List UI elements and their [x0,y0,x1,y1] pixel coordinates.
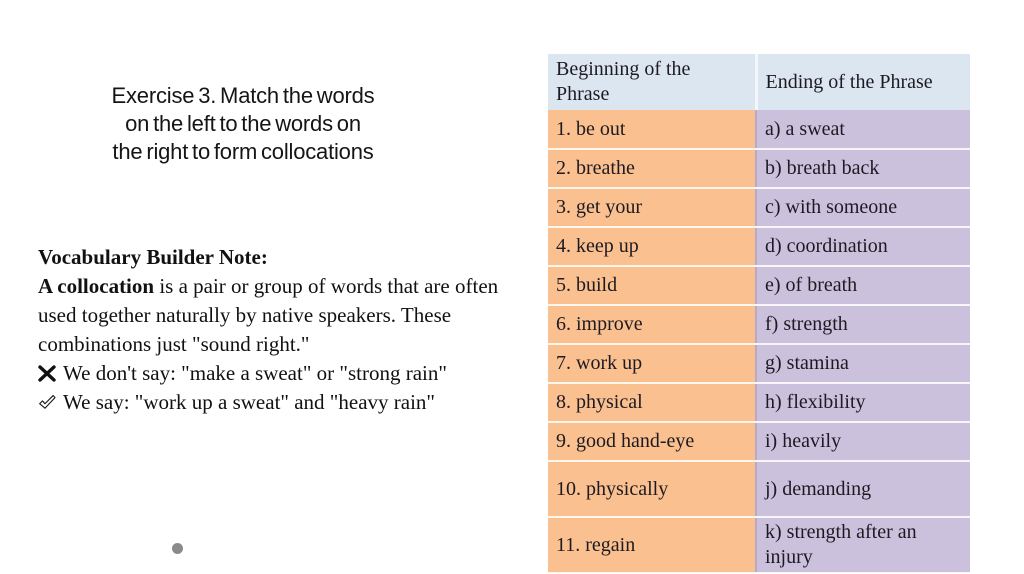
vocabulary-note: Vocabulary Builder Note: A collocation i… [38,243,520,417]
ending-cell: i) heavily [755,422,970,462]
exercise-title: Exercise 3. Match the words on the left … [111,83,375,164]
table-row: 11. regain k) strength after an injury [548,517,970,574]
ending-cell: g) stamina [755,344,970,384]
table-header: Beginning of the Phrase Ending of the Ph… [548,54,970,110]
table-row: 5. build e) of breath [548,266,970,306]
ending-cell: b) breath back [755,149,970,189]
note-heading: Vocabulary Builder Note: [38,245,268,269]
bullet-dot-icon [172,543,183,554]
note-dont-say-line: We don't say: "make a sweat" or "strong … [38,359,520,388]
ending-cell: k) strength after an injury [755,517,970,574]
beginning-cell: 7. work up [548,344,756,384]
table-row: 1. be out a) a sweat [548,110,970,150]
table-row: 8. physical h) flexibility [548,383,970,423]
ending-cell: f) strength [755,305,970,345]
beginning-cell: 4. keep up [548,227,756,267]
ending-cell: c) with someone [755,188,970,228]
collocations-table: Beginning of the Phrase Ending of the Ph… [548,54,970,574]
table-row: 3. get your c) with someone [548,188,970,228]
ending-cell: d) coordination [755,227,970,267]
cross-icon [38,361,56,382]
beginning-cell: 8. physical [548,383,756,423]
beginning-cell: 5. build [548,266,756,306]
beginning-cell: 1. be out [548,110,756,150]
ending-cell: j) demanding [755,461,970,518]
table-row: 6. improve f) strength [548,305,970,345]
table-row: 2. breathe b) breath back [548,149,970,189]
note-definition: A collocation is a pair or group of word… [38,272,520,359]
note-body: is a pair or group of words that are oft… [38,274,499,356]
table-row: 9. good hand-eye i) heavily [548,422,970,462]
note-do-say-line: We say: "work up a sweat" and "heavy rai… [38,388,520,417]
note-do-say: We say: "work up a sweat" and "heavy rai… [63,390,435,414]
note-term: A collocation [38,274,155,298]
beginning-cell: 6. improve [548,305,756,345]
note-dont-say: We don't say: "make a sweat" or "strong … [63,361,447,385]
ending-cell: a) a sweat [755,110,970,150]
beginning-cell: 9. good hand-eye [548,422,756,462]
check-icon [38,390,56,409]
header-ending: Ending of the Phrase [754,54,970,110]
ending-cell: h) flexibility [755,383,970,423]
table-body: 1. be out a) a sweat 2. breathe b) breat… [548,110,970,574]
table-row: 10. physically j) demanding [548,461,970,518]
ending-cell: e) of breath [755,266,970,306]
beginning-cell: 3. get your [548,188,756,228]
table-row: 7. work up g) stamina [548,344,970,384]
beginning-cell: 10. physically [548,461,756,518]
table-row: 4. keep up d) coordination [548,227,970,267]
beginning-cell: 11. regain [548,517,756,574]
header-beginning: Beginning of the Phrase [548,54,756,110]
beginning-cell: 2. breathe [548,149,756,189]
